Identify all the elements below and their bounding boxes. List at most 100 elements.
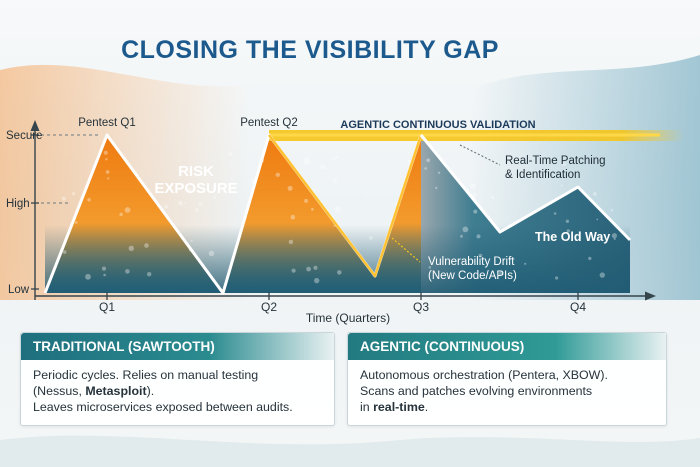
agentic-line3: in real-time. <box>360 399 654 415</box>
speckle <box>599 272 605 278</box>
speckle <box>304 159 310 166</box>
speckle <box>314 277 320 284</box>
x-label-q2: Q2 <box>261 300 277 314</box>
speckle <box>85 273 91 280</box>
speckle <box>291 268 296 273</box>
speckle <box>147 272 152 277</box>
patching-label-line2: & Identification <box>505 169 580 181</box>
y-label-secure: Secure <box>6 130 42 142</box>
speckle <box>407 160 412 164</box>
agentic-line1: Autonomous orchestration (Pentera, XBOW)… <box>360 368 608 382</box>
speckle <box>610 208 614 212</box>
speckle-texture <box>61 150 618 284</box>
speckle <box>369 236 373 240</box>
speckle <box>311 161 314 164</box>
speckle <box>107 177 110 180</box>
speckle <box>337 270 342 275</box>
agentic-line2: Scans and patches evolving environments <box>360 384 593 398</box>
old-way-label: The Old Way <box>535 230 610 244</box>
traditional-line2: (Nessus, Metasploit). <box>33 383 322 399</box>
speckle <box>61 196 66 201</box>
pentest-q1-label: Pentest Q1 <box>78 117 136 129</box>
speckle <box>331 157 336 161</box>
speckle <box>144 243 149 248</box>
speckle <box>335 155 338 159</box>
speckle <box>473 209 478 214</box>
speckle <box>428 266 432 269</box>
sawtooth-highlight <box>268 134 423 278</box>
speckle <box>87 198 91 202</box>
agentic-card-header: AGENTIC (CONTINUOUS) <box>348 333 666 360</box>
speckle <box>435 186 438 190</box>
speckle <box>476 234 481 239</box>
pentest-q2-label: Pentest Q2 <box>240 117 298 129</box>
agentic-line3-prefix: in <box>360 400 374 414</box>
traditional-line1: Periodic cycles. Relies on manual testin… <box>33 368 259 382</box>
speckle <box>365 193 368 196</box>
speckle <box>125 269 130 274</box>
speckle <box>562 162 566 166</box>
speckle <box>424 167 427 170</box>
speckle <box>228 151 233 157</box>
speckle <box>313 265 318 270</box>
speckle <box>372 214 375 217</box>
agentic-line3-realtime: real-time <box>373 400 425 414</box>
speckle <box>213 196 217 200</box>
y-label-low: Low <box>8 284 30 296</box>
speckle <box>287 185 293 191</box>
speckle <box>523 172 527 176</box>
speckle <box>588 256 592 261</box>
speckle <box>593 192 597 196</box>
speckle <box>491 195 495 200</box>
speckle <box>460 234 463 238</box>
speckle <box>311 207 314 211</box>
speckle <box>462 226 469 233</box>
speckle <box>128 245 134 251</box>
speckle <box>62 250 67 254</box>
x-axis-title: Time (Quarters) <box>306 311 390 325</box>
speckle <box>244 152 247 155</box>
agentic-line3-suffix: . <box>424 400 429 414</box>
continuous-label: AGENTIC CONTINUOUS VALIDATION <box>340 119 535 131</box>
speckle <box>354 191 357 194</box>
traditional-line3: Leaves microservices exposed between aud… <box>33 400 293 414</box>
x-label-q3: Q3 <box>413 300 429 314</box>
x-label-q1: Q1 <box>99 300 115 314</box>
speckle <box>524 262 527 265</box>
speckle <box>306 266 311 272</box>
speckle <box>275 172 280 177</box>
x-axis-arrow <box>645 291 656 301</box>
speckle <box>304 198 309 203</box>
speckle <box>103 273 106 277</box>
patching-leader <box>459 144 501 166</box>
speckle <box>426 158 431 163</box>
speckle <box>565 219 570 223</box>
speckle <box>561 184 563 187</box>
traditional-card-header: TRADITIONAL (SAWTOOTH) <box>21 333 334 360</box>
speckle <box>184 201 186 204</box>
speckle <box>105 158 108 161</box>
speckle <box>498 271 503 276</box>
risk-label-line1: RISK <box>178 163 214 180</box>
speckle <box>555 276 559 280</box>
page-title: CLOSING THE VISIBILITY GAP <box>121 36 499 64</box>
speckle <box>186 187 192 193</box>
speckle <box>333 178 338 184</box>
visibility-gap-chart: Secure High Low Q1 Q2 Q3 Q4 Time (Quarte… <box>6 117 684 325</box>
speckle <box>566 229 570 233</box>
speckle <box>208 250 215 257</box>
speckle <box>101 266 107 271</box>
speckle <box>198 202 203 207</box>
speckle <box>119 212 123 217</box>
old-way-line <box>419 134 632 242</box>
speckle <box>613 237 616 240</box>
traditional-line2-metasploit: Metasploit <box>85 384 147 398</box>
speckle <box>437 171 441 174</box>
speckle <box>71 192 76 196</box>
drift-label-line2: (New Code/APIs) <box>428 270 517 282</box>
speckle <box>124 207 131 213</box>
speckle <box>524 171 526 174</box>
speckle <box>553 212 557 215</box>
speckle <box>190 239 193 242</box>
speckle <box>74 221 78 224</box>
